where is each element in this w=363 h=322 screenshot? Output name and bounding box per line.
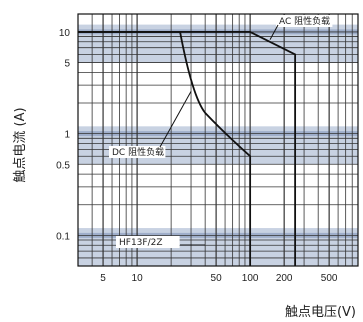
x-tick-label: 200 [276,273,293,284]
y-tick-label: 1 [64,130,70,141]
ac-load-label-bg [276,15,333,27]
dc-load-curve [78,31,252,266]
ac-leader-line [269,24,279,40]
tick-label-layer: 5 10 50 100 200 500 0.1 0.5 1 5 10 [56,28,338,284]
model-label-bg [116,236,180,248]
y-tick-label: 10 [59,28,71,39]
x-tick-label: 100 [242,273,259,284]
x-tick-label: 5 [100,273,106,284]
model-label: HF13F/2Z [119,238,163,248]
annotation-layer: AC 阻性负载 DC 阻性负载 HF13F/2Z [109,15,333,248]
y-tick-label: 0.1 [56,231,70,242]
dc-load-label: DC 阻性负载 [112,146,164,158]
x-tick-label: 500 [321,273,338,284]
curve-layer [78,31,297,266]
y-tick-label: 0.5 [56,160,70,171]
x-tick-label: 10 [132,273,144,284]
dc-load-label-bg [109,146,166,158]
y-tick-label: 5 [64,59,70,70]
x-tick-label: 50 [211,273,223,284]
x-axis-title: 触点电压(V) [285,305,356,320]
band-layer [78,24,358,266]
ac-load-label: AC 阻性负载 [279,15,330,27]
dc-leader-line [159,91,192,148]
y-axis-title: 触点电流 (A) [13,107,28,182]
plot-frame [77,13,359,267]
